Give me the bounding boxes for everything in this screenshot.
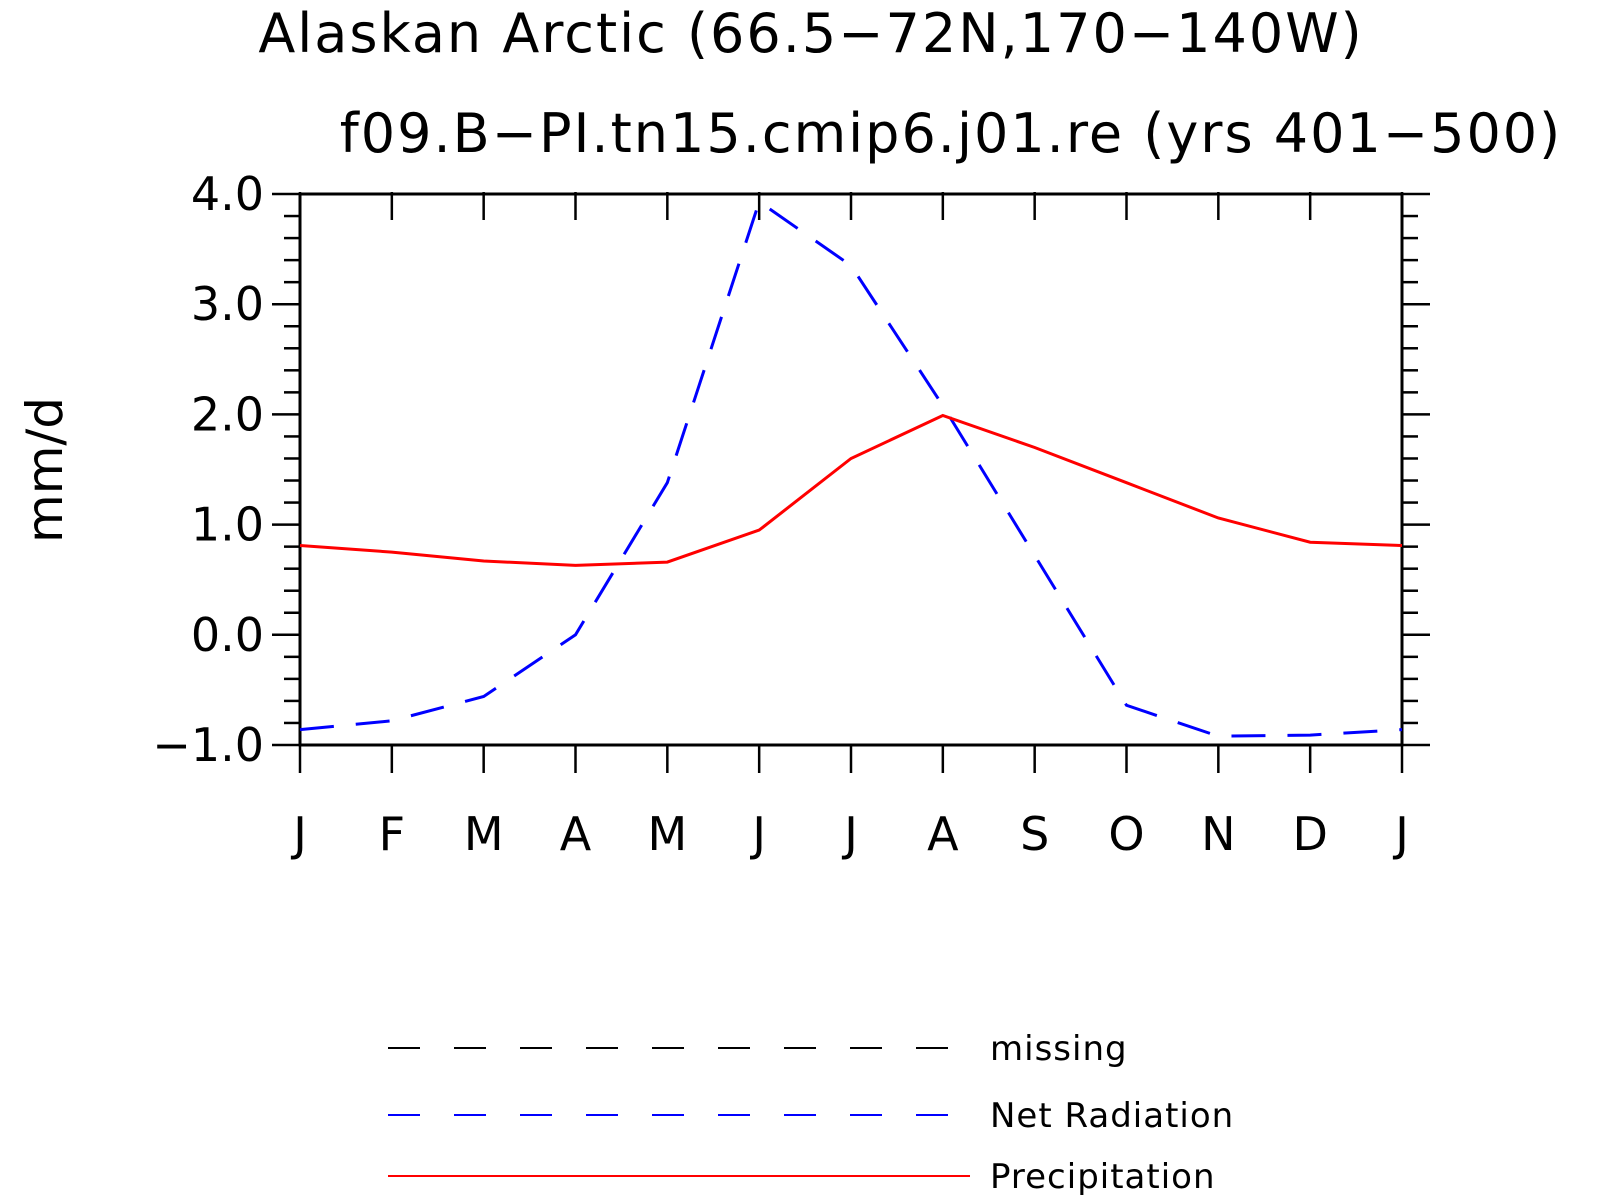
chart-subtitle: f09.B−PI.tn15.cmip6.j01.re (yrs 401−500) bbox=[340, 102, 1562, 165]
y-axis-label: mm/d bbox=[16, 397, 74, 543]
series-line-net-radiation bbox=[300, 202, 1402, 737]
x-tick-label: F bbox=[379, 807, 405, 861]
x-tick-label: M bbox=[647, 807, 687, 861]
x-tick-label: J bbox=[749, 807, 766, 861]
series-line-precipitation bbox=[300, 416, 1402, 566]
x-tick-label: J bbox=[290, 807, 307, 861]
plot-frame bbox=[300, 194, 1402, 745]
y-tick-label: 1.0 bbox=[191, 498, 264, 552]
y-tick-label: 4.0 bbox=[191, 167, 264, 221]
y-tick-label: 2.0 bbox=[191, 387, 264, 441]
x-tick-label: J bbox=[841, 807, 858, 861]
legend: missing Net Radiation Precipitation bbox=[388, 1029, 1234, 1197]
x-tick-label: D bbox=[1292, 807, 1327, 861]
x-tick-label: J bbox=[1392, 807, 1409, 861]
x-tick-label: M bbox=[464, 807, 504, 861]
x-tick-label: A bbox=[560, 807, 592, 861]
plot-area: −1.0 0.0 1.0 2.0 3.0 4.0 J F M A M J J A S O N D J bbox=[152, 167, 1430, 861]
legend-label-missing: missing bbox=[990, 1029, 1128, 1069]
x-tick-label: N bbox=[1201, 807, 1235, 861]
legend-label-precipitation: Precipitation bbox=[990, 1157, 1216, 1197]
y-tick-label: 0.0 bbox=[191, 608, 264, 662]
legend-label-net-radiation: Net Radiation bbox=[990, 1096, 1234, 1136]
x-tick-label: O bbox=[1108, 807, 1144, 861]
y-tick-label: −1.0 bbox=[152, 718, 264, 772]
x-tick-label: S bbox=[1020, 807, 1049, 861]
x-tick-label: A bbox=[927, 807, 959, 861]
y-tick-label: 3.0 bbox=[191, 277, 264, 331]
chart-title: Alaskan Arctic (66.5−72N,170−140W) bbox=[258, 2, 1363, 65]
